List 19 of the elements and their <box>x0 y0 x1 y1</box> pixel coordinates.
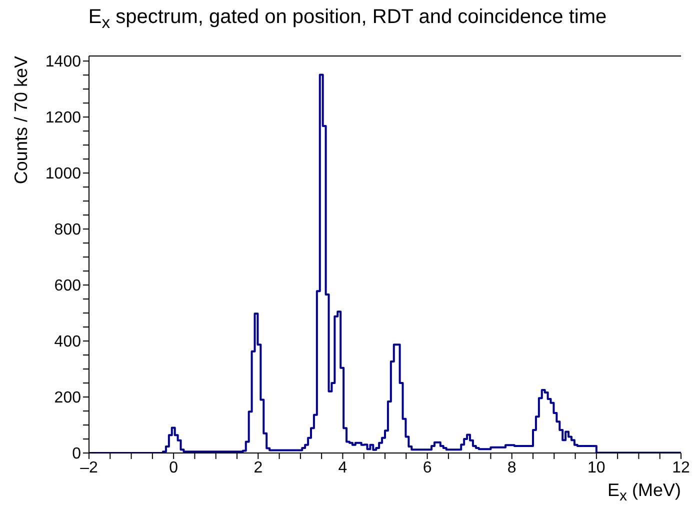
chart-title: E$_{x}$ spectrum, gated on position, RDT and coincidence time <box>87 6 608 33</box>
y-tick-label: 1200 <box>45 110 82 127</box>
x-tick-label: 10 <box>588 459 606 476</box>
x-tick-label: 6 <box>422 459 432 476</box>
y-tick-label: 800 <box>54 222 82 239</box>
x-tick-label: 8 <box>507 459 516 476</box>
x-tick-label: 0 <box>169 459 178 476</box>
y-tick-label: 200 <box>54 390 82 407</box>
x-tick-label: 12 <box>672 459 690 476</box>
y-tick-label: 1000 <box>45 166 82 183</box>
x-tick-label: 2 <box>254 459 263 476</box>
y-tick-label: 0 <box>72 446 82 463</box>
y-tick-label: 1400 <box>45 54 82 71</box>
y-tick-label: 400 <box>54 334 82 351</box>
x-axis-title: E$_{x}$ (MeV) <box>607 480 681 505</box>
y-axis-title: Counts / 70 keV <box>11 56 32 184</box>
x-tick-label: –2 <box>80 459 98 476</box>
y-tick-label: 600 <box>54 278 82 295</box>
x-tick-label: 4 <box>338 459 348 476</box>
